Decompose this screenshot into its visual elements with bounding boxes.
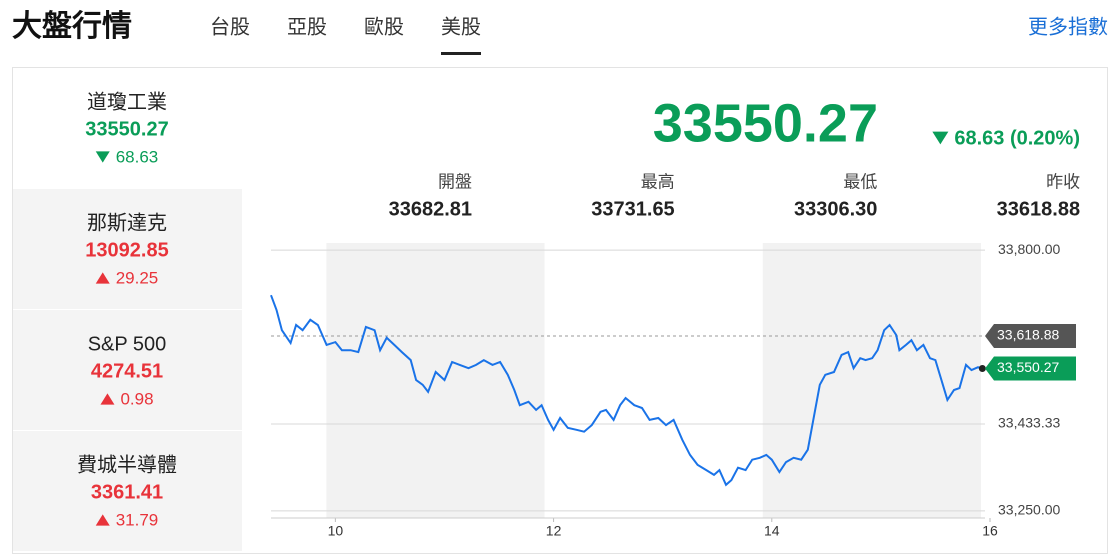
index-value: 13092.85	[85, 239, 168, 261]
direction-icon	[95, 151, 110, 163]
price-tag-label: 33,618.88	[997, 327, 1059, 343]
index-name: 費城半導體	[77, 453, 177, 476]
index-name: 道瓊工業	[87, 90, 167, 113]
stat-value: 33306.30	[794, 198, 877, 220]
stat-label: 昨收	[1046, 172, 1080, 191]
direction-icon	[95, 514, 110, 526]
index-name: 那斯達克	[87, 211, 167, 234]
price-line	[270, 294, 983, 487]
sidebar-item[interactable]	[13, 68, 242, 188]
stat-label: 最高	[641, 172, 675, 191]
sidebar-item[interactable]	[13, 310, 242, 430]
sidebar-item[interactable]	[13, 189, 242, 309]
sidebar-item[interactable]	[13, 431, 242, 551]
tab[interactable]: 美股	[441, 15, 481, 38]
direction-icon	[95, 272, 110, 284]
x-tick-label: 10	[328, 523, 344, 539]
tab[interactable]: 亞股	[287, 16, 327, 38]
stat-value: 33682.81	[389, 198, 472, 220]
tab[interactable]: 歐股	[364, 15, 404, 38]
session-shade	[326, 243, 545, 518]
index-name: S&P 500	[88, 333, 167, 355]
direction-icon	[100, 393, 115, 405]
index-value: 33550.27	[85, 118, 168, 140]
last-point	[978, 365, 986, 373]
stat-value: 33618.88	[997, 198, 1080, 220]
y-tick-label: 33,433.33	[998, 415, 1060, 431]
stat-value: 33731.65	[591, 198, 674, 220]
session-shade	[762, 243, 981, 518]
index-change: 31.79	[116, 510, 159, 529]
stat-label: 最低	[843, 172, 877, 191]
stat-label: 開盤	[438, 172, 472, 191]
price-tag-label: 33,550.27	[997, 359, 1059, 375]
index-value: 4274.51	[91, 360, 163, 382]
x-tick-label: 12	[546, 523, 562, 539]
x-tick-label: 14	[764, 523, 780, 539]
y-tick-label: 33,800.00	[998, 241, 1060, 257]
quote-change: 68.63 (0.20%)	[954, 127, 1080, 149]
direction-icon	[932, 131, 949, 145]
more-link[interactable]: 更多指數	[1028, 15, 1108, 38]
index-change: 0.98	[120, 389, 153, 408]
index-value: 3361.41	[91, 481, 163, 503]
index-change: 29.25	[116, 268, 159, 287]
quote-value: 33550.27	[653, 93, 878, 153]
price-tag	[985, 323, 1076, 348]
index-change: 68.63	[116, 147, 159, 166]
price-tag	[985, 356, 1076, 381]
tab-underline	[441, 52, 481, 55]
y-tick-label: 33,250.00	[998, 502, 1060, 518]
page-title: 大盤行情	[12, 10, 132, 43]
tab[interactable]: 台股	[210, 15, 250, 38]
x-tick-label: 16	[982, 523, 998, 539]
